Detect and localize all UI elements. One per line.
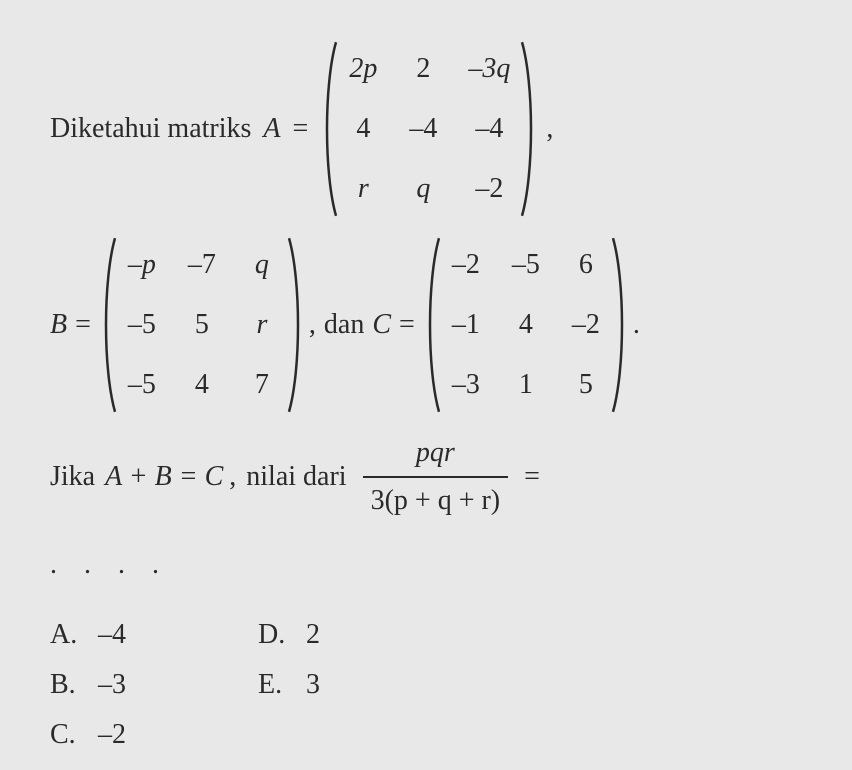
line-3: Jika A + B = C , nilai dari pqr 3(p + q …: [50, 432, 802, 522]
mC-r3c1: –3: [451, 364, 481, 406]
mB-r2c3: r: [247, 304, 277, 346]
mC-r1c1: –2: [451, 244, 481, 286]
paren-right-icon: [520, 40, 538, 218]
mA-r1c2: 2: [408, 48, 438, 90]
mB-r2c2: 5: [187, 304, 217, 346]
text-dan: dan: [324, 304, 364, 346]
option-E-value: 3: [306, 664, 346, 706]
options: A. –4 B. –3 C. –2 D. 2 E. 3: [50, 614, 802, 756]
option-A: A. –4: [50, 614, 138, 656]
mB-r1c3: q: [247, 244, 277, 286]
equals-3: =: [399, 304, 415, 346]
mA-r2c2: –4: [408, 108, 438, 150]
option-B-label: B.: [50, 664, 80, 706]
options-col-2: D. 2 E. 3: [258, 614, 346, 756]
mC-r1c2: –5: [511, 244, 541, 286]
mC-r2c3: –2: [571, 304, 601, 346]
mB-r1c2: –7: [187, 244, 217, 286]
fraction: pqr 3(p + q + r): [363, 432, 509, 522]
equals-4: =: [524, 456, 540, 498]
comma-3: ,: [229, 456, 236, 498]
option-E-label: E.: [258, 664, 288, 706]
option-C: C. –2: [50, 714, 138, 756]
fraction-den-text: 3(p + q + r): [371, 485, 501, 516]
option-A-value: –4: [98, 614, 138, 656]
mC-r2c1: –1: [451, 304, 481, 346]
equals-2: =: [75, 304, 91, 346]
var-A: A: [263, 108, 280, 150]
mB-r2c1: –5: [127, 304, 157, 346]
period-1: .: [633, 304, 640, 346]
equals-1: =: [293, 108, 309, 150]
matrix-C: –2 –5 6 –1 4 –2 –3 1 5: [423, 236, 629, 414]
option-A-label: A.: [50, 614, 80, 656]
mC-r1c3: 6: [571, 244, 601, 286]
comma-2: ,: [309, 304, 316, 346]
var-C: C: [372, 304, 391, 346]
mC-r2c2: 4: [511, 304, 541, 346]
mA-r1c1: 2p: [348, 48, 378, 90]
matrix-B: –p –7 q –5 5 r –5 4 7: [99, 236, 305, 414]
paren-left-icon: [99, 236, 117, 414]
mA-r2c1: 4: [348, 108, 378, 150]
option-B: B. –3: [50, 664, 138, 706]
option-D-value: 2: [306, 614, 346, 656]
paren-right-icon: [287, 236, 305, 414]
paren-right-icon: [611, 236, 629, 414]
option-C-value: –2: [98, 714, 138, 756]
mA-r3c1: r: [348, 168, 378, 210]
ellipsis: . . . .: [50, 544, 802, 586]
text-jika: Jika: [50, 456, 95, 498]
mA-r3c2: q: [408, 168, 438, 210]
text-nilai: nilai dari: [246, 456, 346, 498]
eq-aplusb: A + B = C: [105, 456, 223, 498]
matrix-A: 2p 2 –3q 4 –4 –4 r q –2: [320, 40, 538, 218]
option-D-label: D.: [258, 614, 288, 656]
option-C-label: C.: [50, 714, 80, 756]
fraction-denominator: 3(p + q + r): [363, 480, 509, 522]
mB-r3c1: –5: [127, 364, 157, 406]
fraction-numerator: pqr: [408, 432, 463, 474]
mA-r3c3: –2: [474, 168, 504, 210]
line-1: Diketahui matriks A = 2p 2 –3q 4 –4 –4 r…: [50, 40, 802, 218]
paren-left-icon: [320, 40, 338, 218]
problem-container: Diketahui matriks A = 2p 2 –3q 4 –4 –4 r…: [50, 40, 802, 756]
paren-left-icon: [423, 236, 441, 414]
option-D: D. 2: [258, 614, 346, 656]
comma-1: ,: [546, 108, 553, 150]
mB-r3c2: 4: [187, 364, 217, 406]
text-diketahui: Diketahui matriks: [50, 108, 251, 150]
mB-r3c3: 7: [247, 364, 277, 406]
mA-r1c3: –3q: [468, 48, 510, 90]
line-2: B = –p –7 q –5 5 r –5 4 7 , dan C =: [50, 236, 802, 414]
options-col-1: A. –4 B. –3 C. –2: [50, 614, 138, 756]
mA-r2c3: –4: [474, 108, 504, 150]
mC-r3c3: 5: [571, 364, 601, 406]
option-B-value: –3: [98, 664, 138, 706]
var-B: B: [50, 304, 67, 346]
mB-r1c1: –p: [127, 244, 157, 286]
option-E: E. 3: [258, 664, 346, 706]
mC-r3c2: 1: [511, 364, 541, 406]
fraction-bar: [363, 476, 509, 478]
